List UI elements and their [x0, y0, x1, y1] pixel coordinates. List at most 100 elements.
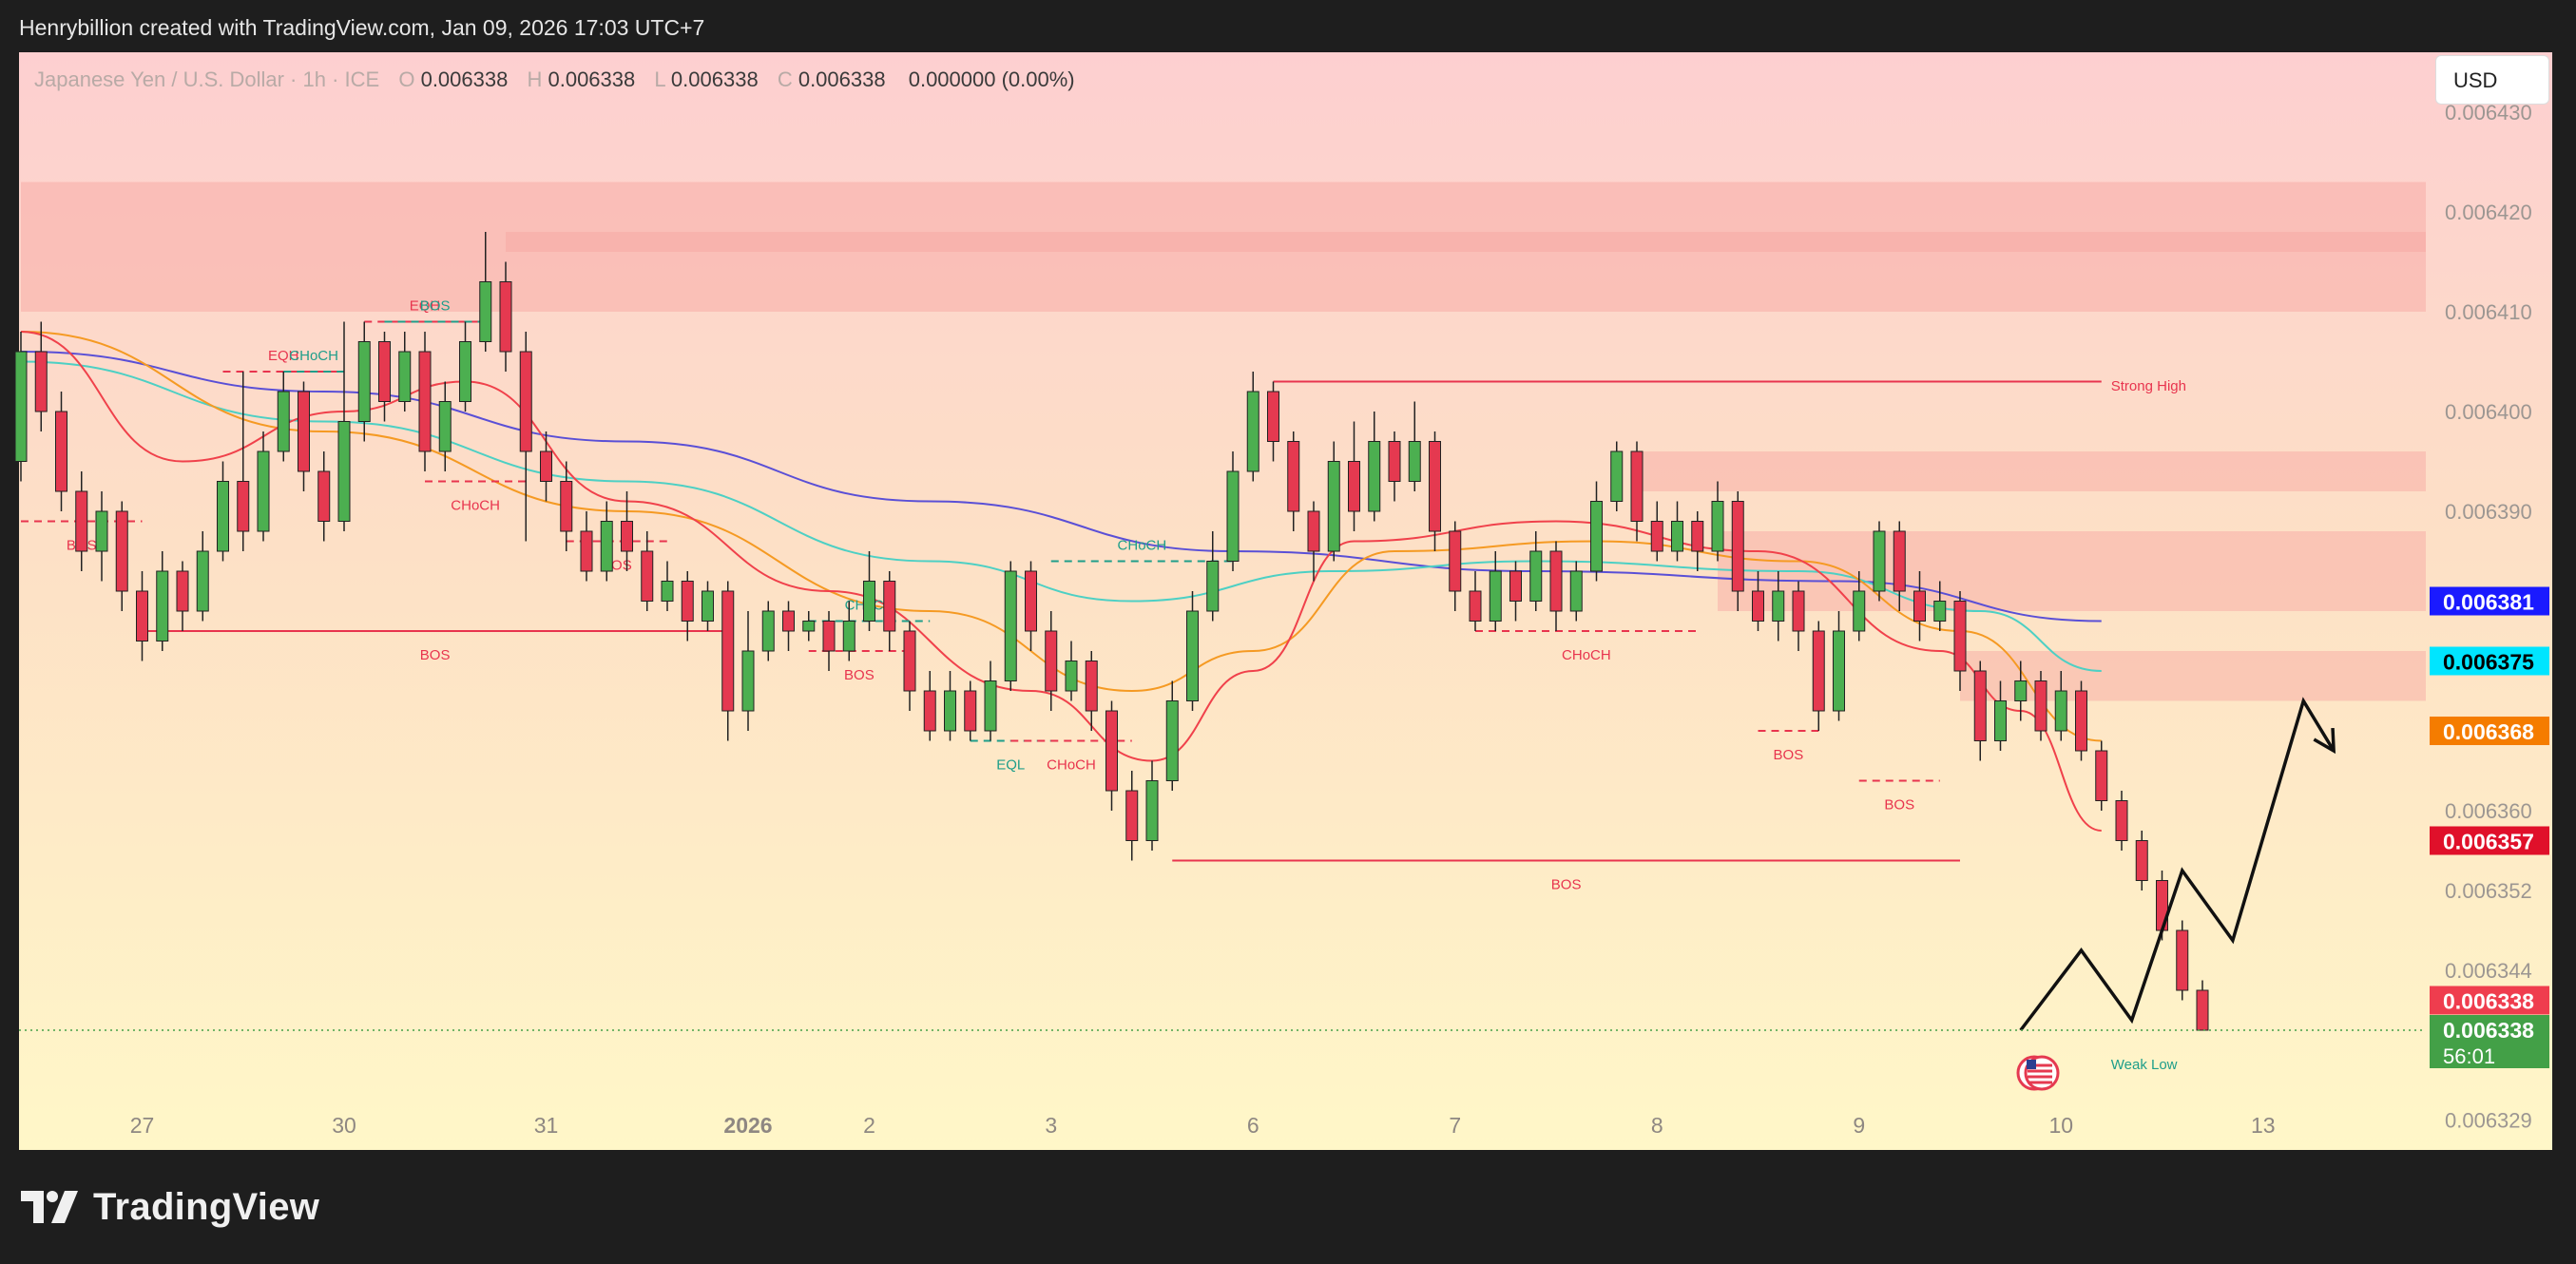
candle[interactable] [1287, 431, 1300, 531]
candle[interactable] [176, 561, 189, 632]
candle[interactable] [1994, 680, 2007, 752]
candle[interactable] [2034, 671, 2047, 741]
candle[interactable] [1045, 611, 1058, 711]
candle[interactable] [277, 372, 290, 462]
candle[interactable] [1671, 501, 1683, 562]
candle[interactable] [1650, 501, 1663, 562]
candle[interactable] [1065, 641, 1078, 701]
candle[interactable] [1165, 680, 1179, 792]
candle[interactable] [1569, 561, 1583, 622]
candle[interactable] [1348, 421, 1360, 532]
candle[interactable] [34, 321, 48, 432]
candle[interactable] [136, 571, 148, 661]
candle[interactable] [923, 671, 936, 741]
candle[interactable] [721, 581, 735, 741]
candle[interactable] [1953, 591, 1967, 691]
candle[interactable] [741, 611, 755, 731]
candle[interactable] [2095, 740, 2108, 812]
candle[interactable] [1105, 700, 1118, 812]
candle[interactable] [1590, 481, 1603, 582]
candle[interactable] [903, 621, 916, 712]
candle[interactable] [1206, 531, 1220, 622]
candle[interactable] [257, 431, 270, 542]
candle[interactable] [761, 601, 775, 661]
candle[interactable] [1772, 571, 1785, 642]
candle[interactable] [2075, 680, 2087, 761]
candle[interactable] [1893, 521, 1906, 612]
candle[interactable] [1267, 381, 1279, 462]
candle[interactable] [1933, 581, 1947, 632]
candle[interactable] [1429, 431, 1441, 551]
candle[interactable] [298, 381, 310, 492]
candle[interactable] [1509, 561, 1522, 622]
candle[interactable] [964, 680, 977, 741]
candle[interactable] [1408, 401, 1421, 492]
candle[interactable] [1246, 372, 1259, 482]
candle[interactable] [1610, 441, 1624, 512]
candle[interactable] [681, 571, 694, 642]
candle[interactable] [398, 332, 412, 412]
candle[interactable] [1186, 591, 1199, 711]
candle[interactable] [1549, 541, 1563, 632]
candle[interactable] [621, 491, 633, 571]
candle[interactable] [2196, 980, 2209, 1031]
candle[interactable] [438, 381, 452, 472]
candle[interactable] [661, 561, 674, 612]
candle[interactable] [2054, 671, 2067, 741]
candle[interactable] [1853, 571, 1866, 642]
candle[interactable] [1812, 621, 1825, 732]
currency-selector[interactable]: USD [2435, 55, 2549, 105]
candle[interactable] [2176, 920, 2189, 1001]
candle[interactable] [459, 321, 471, 412]
candle[interactable] [1388, 431, 1401, 502]
candle[interactable] [782, 601, 795, 652]
candle[interactable] [984, 661, 997, 741]
candle[interactable] [1529, 531, 1543, 611]
candle[interactable] [1731, 491, 1744, 611]
candle[interactable] [317, 451, 331, 542]
candle[interactable] [55, 392, 67, 511]
candle[interactable] [357, 321, 371, 442]
candle[interactable] [95, 491, 108, 582]
candle[interactable] [540, 431, 552, 502]
candle[interactable] [115, 501, 128, 612]
candle[interactable] [1004, 561, 1017, 692]
candle[interactable] [1085, 651, 1098, 731]
candle[interactable] [1833, 611, 1845, 721]
candle[interactable] [1913, 571, 1926, 642]
candle[interactable] [1489, 551, 1502, 631]
candle[interactable] [944, 671, 956, 741]
candle[interactable] [702, 581, 714, 632]
candle[interactable] [2115, 791, 2128, 851]
candle[interactable] [1752, 571, 1764, 631]
candle[interactable] [1145, 760, 1159, 852]
candle[interactable] [641, 531, 654, 611]
candle[interactable] [1025, 561, 1037, 652]
candle[interactable] [378, 332, 391, 422]
candle[interactable] [822, 611, 836, 671]
tradingview-logo[interactable]: TradingView [21, 1183, 319, 1231]
candle[interactable] [519, 332, 532, 542]
candle[interactable] [1226, 451, 1240, 571]
candle[interactable] [217, 461, 229, 562]
candle[interactable] [1125, 771, 1139, 861]
candle[interactable] [1469, 571, 1482, 631]
candle[interactable] [1630, 441, 1644, 542]
candle[interactable] [2014, 661, 2028, 721]
candle[interactable] [1691, 511, 1704, 571]
candle[interactable] [418, 332, 432, 471]
candle[interactable] [1449, 521, 1462, 612]
candle[interactable] [863, 551, 875, 631]
candle[interactable] [237, 372, 250, 551]
candle[interactable] [337, 321, 351, 532]
candle[interactable] [600, 501, 613, 582]
candle[interactable] [156, 551, 169, 651]
candle[interactable] [1368, 412, 1381, 522]
candle[interactable] [1327, 441, 1340, 562]
candle[interactable] [802, 611, 816, 642]
candle[interactable] [14, 332, 28, 482]
candle[interactable] [842, 601, 855, 661]
candle[interactable] [1973, 661, 1987, 761]
candle[interactable] [1792, 581, 1805, 652]
candle[interactable] [1873, 521, 1886, 602]
